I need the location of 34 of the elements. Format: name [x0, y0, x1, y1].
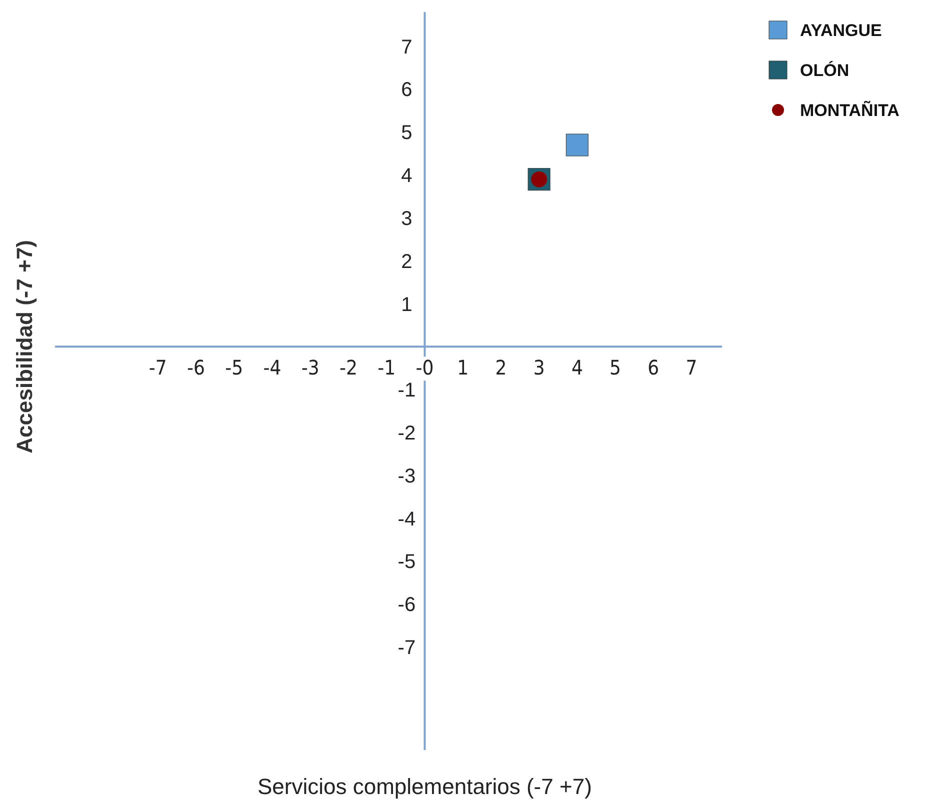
y-tick-label: 3	[401, 208, 412, 230]
x-tick-label: -6	[187, 356, 205, 380]
y-tick-label: 1	[401, 294, 412, 316]
x-tick-label: 2	[495, 356, 507, 380]
y-tick-label: 7	[401, 36, 412, 58]
x-tick-label: -1	[378, 356, 396, 380]
x-tick-label: -5	[225, 356, 244, 380]
legend-label: AYANGUE	[800, 20, 882, 40]
y-tick-label: -5	[398, 551, 416, 574]
x-tick-label: 3	[533, 356, 545, 380]
y-tick-label: 2	[401, 250, 412, 273]
y-tick-label: -7	[398, 637, 416, 660]
x-tick-label: 1	[457, 356, 469, 380]
y-tick-label: -3	[398, 465, 416, 488]
x-tick-label: 6	[648, 356, 660, 380]
x-tick-label: 7	[686, 356, 698, 380]
x-tick-label: -0	[416, 356, 434, 380]
y-tick-label: -1	[398, 380, 416, 402]
y-tick-label: -2	[398, 422, 416, 444]
y-tick-label: -4	[398, 508, 416, 530]
x-axis-title: Servicios complementarios (-7 +7)	[258, 774, 592, 799]
x-tick-label: -4	[263, 356, 282, 380]
y-tick-label: 6	[401, 79, 412, 102]
y-tick-label: 5	[401, 122, 412, 144]
x-tick-label: -3	[301, 356, 320, 380]
x-tick-label: 5	[610, 356, 622, 380]
x-tick-label: -2	[340, 356, 358, 380]
legend-label: MONTAÑITA	[800, 100, 900, 120]
y-axis-title: Accesibilidad (-7 +7)	[12, 240, 37, 454]
legend-label: OLÓN	[800, 60, 850, 80]
y-tick-label: -6	[398, 594, 416, 616]
y-tick-label: 4	[401, 165, 412, 188]
x-tick-label: 4	[571, 356, 583, 380]
x-tick-label: -7	[148, 356, 167, 380]
